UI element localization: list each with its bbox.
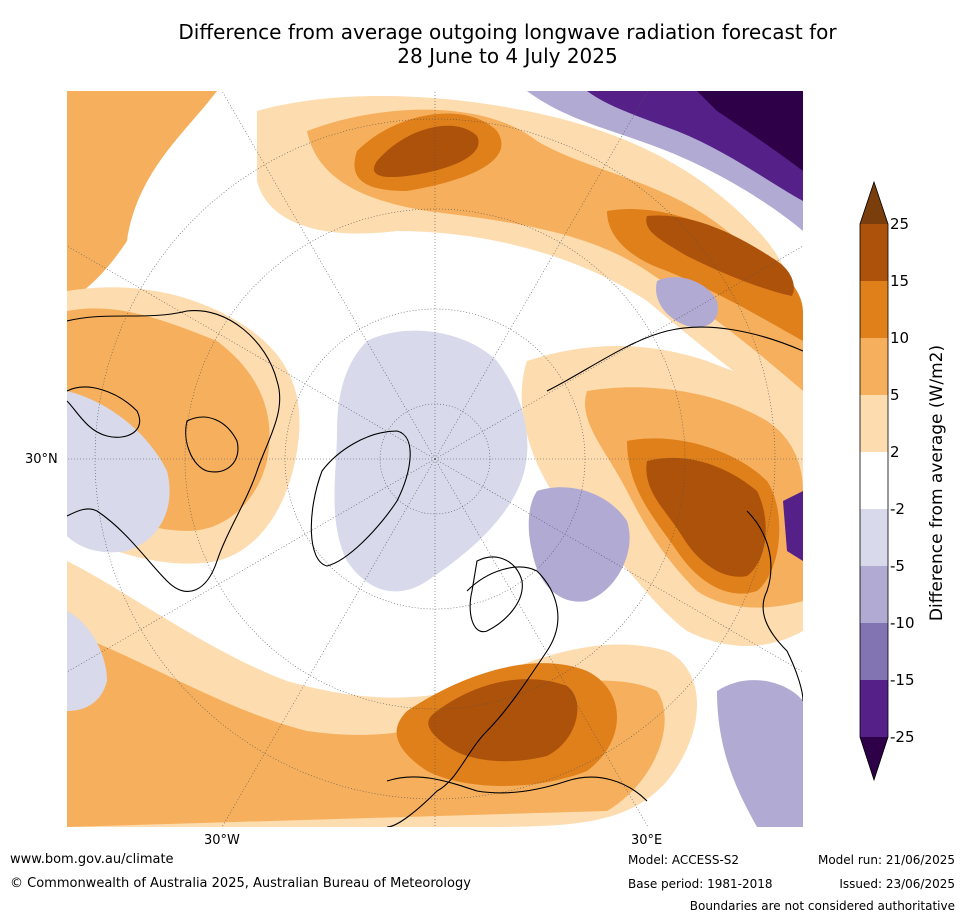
orange-region-north-band-core2 [373,125,479,178]
orange-region-europe-core2 [428,679,578,762]
colorbar-outline [859,180,889,782]
issued-text: Issued: 23/06/2025 [839,877,955,891]
meridian-line [434,91,649,460]
olr-anomaly-map [67,91,803,827]
coastline-asia-east [746,510,803,702]
lon-label-30e: 30°E [631,833,663,848]
orange-region-east-siberia-core [646,215,794,296]
coastline-hudson [185,416,239,473]
colorbar-tick: 2 [890,443,900,461]
colorbar-tick: -5 [890,557,905,575]
coastline-scandinavia [469,556,523,633]
lon-label-30w: 30°W [204,833,240,848]
coastline-north-america [67,310,281,592]
coastline-alaska [67,386,141,438]
model-text: Model: ACCESS-S2 [628,853,740,867]
colorbar-band [860,509,888,566]
colorbar-band [860,395,888,452]
chart-title: Difference from average outgoing longwav… [0,20,965,68]
purple-region-east-edge [783,491,803,561]
purple-region-west [67,391,170,553]
purple-region-northeast-core [697,91,803,171]
colorbar-tick: 15 [890,272,910,290]
colorbar-tick: 5 [890,386,900,404]
website-link[interactable]: www.bom.gov.au/climate [10,852,174,867]
colorbar-tick: -15 [890,671,915,689]
colorbar-extend-high [860,182,888,224]
meridian-line [221,91,436,460]
colorbar-band [860,680,888,737]
orange-region-northwest [67,91,217,301]
meridian-line [67,245,436,460]
title-line-1: Difference from average outgoing longwav… [178,20,837,44]
colorbar [859,180,889,782]
colorbar-band [860,224,888,281]
colorbar-extend-low [860,737,888,780]
purple-region-southwest [67,611,107,711]
coastlines [67,310,803,827]
purple-region-russia [528,487,630,602]
title-line-2: 28 June to 4 July 2025 [397,44,618,68]
purple-region-siberia-pocket [656,277,718,328]
colorbar-band [860,623,888,680]
colorbar-tick: 10 [890,329,910,347]
lat-label-30n: 30°N [25,452,58,467]
meridian-line [434,458,803,673]
colorbar-tick: -25 [890,728,915,746]
coastline-greenland [310,430,411,567]
colorbar-tick: 25 [890,215,910,233]
purple-region-arctic [334,330,528,592]
colorbar-band [860,452,888,509]
graticule [67,91,803,827]
meridian-line [434,458,649,827]
purple-region-southeast [717,680,803,827]
meridian-line [67,458,436,673]
orange-region-asia-core2 [646,457,766,577]
coastline-mediterranean [386,776,648,802]
colorbar-tick: -2 [890,500,905,518]
disclaimer-text: Boundaries are not considered authoritat… [689,899,955,913]
colorbar-title: Difference from average (W/m2) [927,344,947,622]
coastline-asia [546,326,803,392]
colorbar-band [860,566,888,623]
model-run-text: Model run: 21/06/2025 [817,853,955,867]
colorbar-tick: -10 [890,614,915,632]
colorbar-band [860,281,888,338]
polar-map [67,91,803,827]
orange-region-east-siberia [607,209,803,341]
meridian-line [434,245,803,460]
copyright-text: © Commonwealth of Australia 2025, Austra… [10,876,471,891]
colorbar-band [860,338,888,395]
meridian-line [221,458,436,827]
coastline-europe [386,566,559,827]
base-period-text: Base period: 1981-2018 [628,877,773,891]
